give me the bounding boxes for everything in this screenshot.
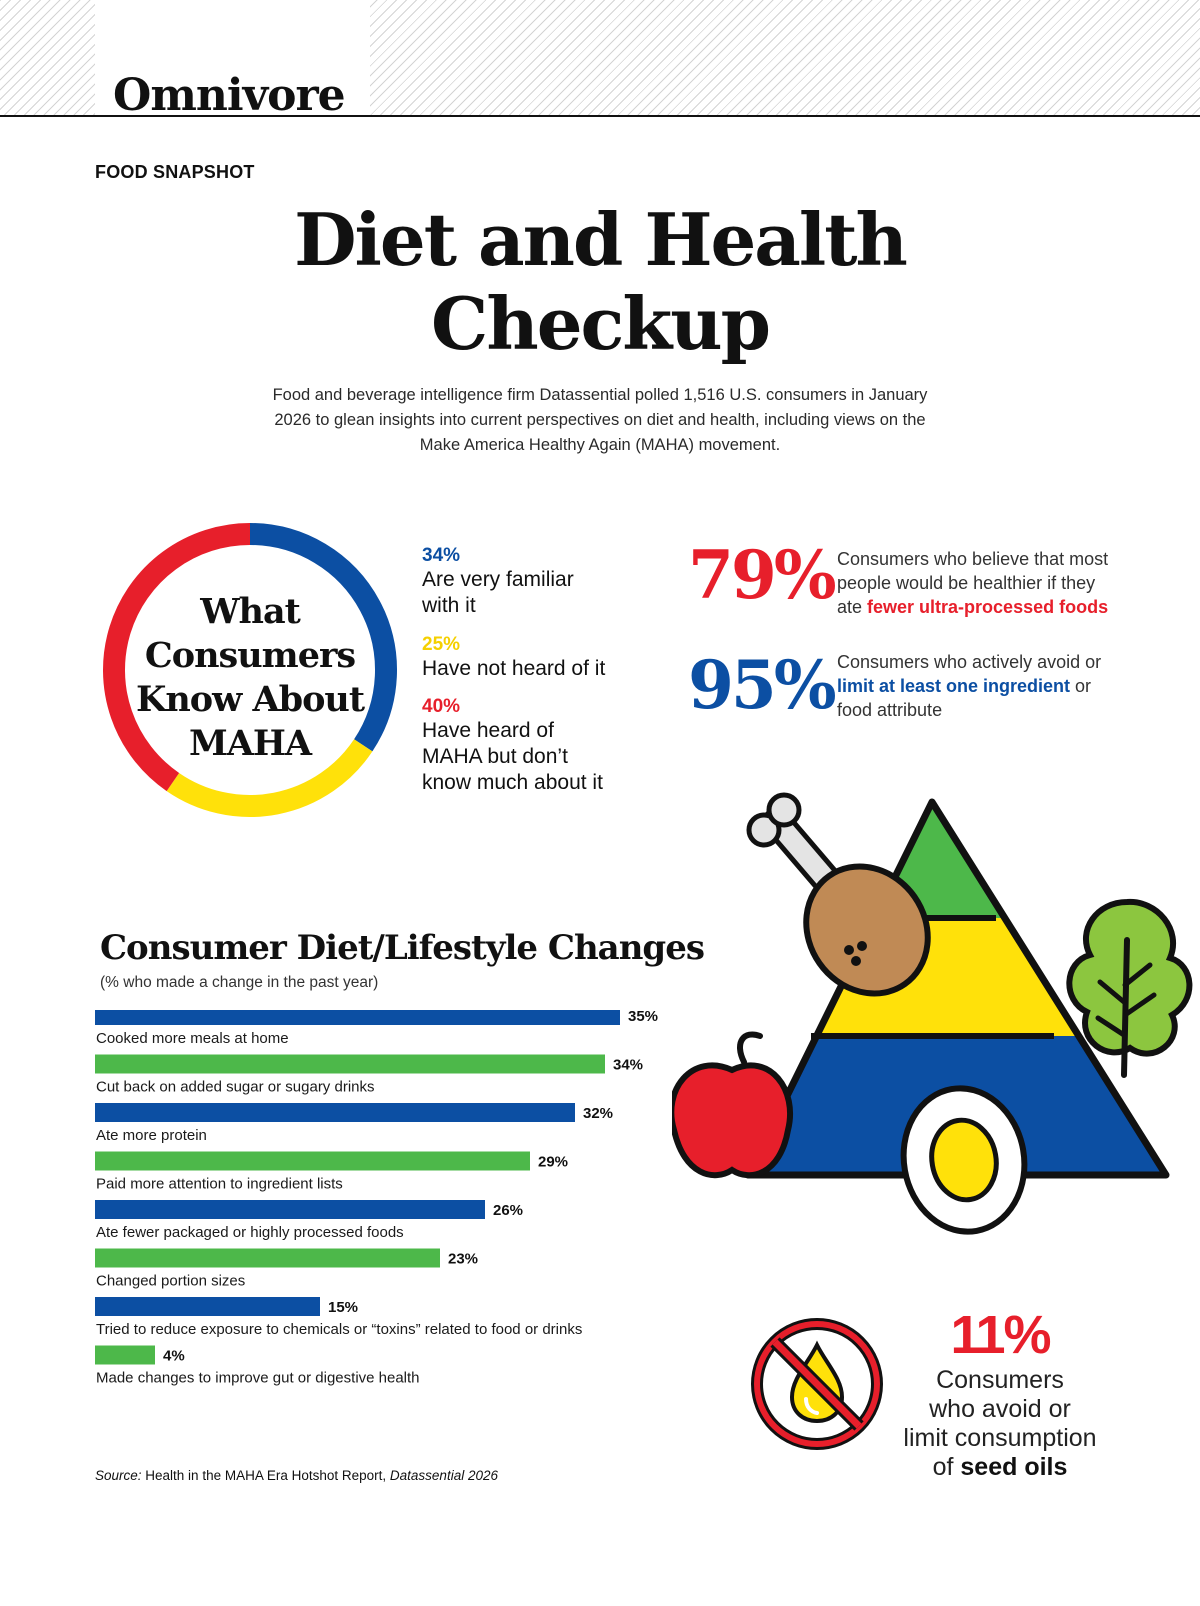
source-credit: Source: Health in the MAHA Era Hotshot R… — [95, 1468, 498, 1483]
legend-pct: 25% — [422, 634, 461, 655]
stat-95-post: or — [1070, 676, 1092, 696]
bar-value-label: 23% — [448, 1251, 478, 1268]
donut-title-line-3: Know About — [135, 679, 365, 720]
donut-segment-not-heard — [166, 739, 373, 817]
bar-category-label: Ate more protein — [96, 1127, 207, 1144]
intro-line-2: 2026 to glean insights into current pers… — [274, 411, 926, 429]
food-pyramid-illustration — [672, 792, 1193, 1235]
stat-79-pre: ate — [837, 597, 868, 617]
bar-value-label: 34% — [613, 1057, 643, 1074]
stat-79-line-3: ate fewer ultra-processed foods — [837, 595, 1157, 619]
bar — [95, 1200, 485, 1219]
seed-oil-line-3: limit consumption — [903, 1424, 1097, 1452]
diet-changes-bar-chart: 35% Cooked more meals at home 34% Cut back … — [95, 1010, 658, 1387]
chart-subtitle: (% who made a change in the past year) — [100, 974, 379, 991]
bar-value-label: 15% — [328, 1299, 358, 1316]
brand-panel — [95, 0, 370, 116]
bar-value-label: 32% — [583, 1105, 613, 1122]
legend-pct: 34% — [422, 545, 461, 566]
stat-95-line-2: limit at least one ingredient or — [837, 674, 1157, 698]
donut-title-line-1: What — [200, 591, 301, 632]
drumstick-icon — [746, 792, 931, 997]
donut-segment-very-familiar — [249, 523, 397, 752]
bar — [95, 1151, 530, 1171]
header-rule — [0, 115, 1200, 117]
source-label: Source: — [95, 1468, 142, 1483]
legend-label-line: Are very familiar — [422, 568, 574, 591]
brand-logo: Omnivore — [113, 70, 346, 121]
intro-line-1: Food and beverage intelligence firm Data… — [272, 386, 928, 404]
title-line-2: Checkup — [431, 281, 771, 366]
source-text: Health in the MAHA Era Hotshot Report, — [141, 1468, 390, 1483]
stat-79-number: 79% — [688, 536, 837, 614]
legend-label-line: know much about it — [422, 771, 603, 794]
seed-oil-percent: 11% — [950, 1305, 1051, 1365]
stat-79-line-1: Consumers who believe that most — [837, 549, 1109, 569]
bar — [95, 1103, 575, 1122]
legend-label-line: with it — [422, 594, 476, 617]
legend-pct: 40% — [422, 696, 461, 717]
bar-value-label: 29% — [538, 1154, 568, 1171]
legend-item-heard-not-much: 40% Have heard of MAHA but don’t know mu… — [422, 696, 672, 796]
bar-category-label: Paid more attention to ingredient lists — [96, 1176, 343, 1193]
donut-title-line-4: MAHA — [188, 723, 312, 764]
legend-label-line: MAHA but don’t — [422, 745, 568, 768]
chart-title: Consumer Diet/Lifestyle Changes — [100, 928, 705, 968]
egg-icon — [900, 1085, 1028, 1235]
seed-oil-line-2: who avoid or — [929, 1395, 1071, 1423]
legend-item-not-heard: 25% Have not heard of it — [422, 634, 672, 682]
seed-oil-highlight: seed oils — [960, 1453, 1068, 1481]
bar-category-label: Cooked more meals at home — [96, 1030, 289, 1047]
bar-category-label: Cut back on added sugar or sugary drinks — [96, 1079, 375, 1096]
legend-label-line: Have not heard of it — [422, 657, 606, 680]
legend-item-very-familiar: 34% Are very familiar with it — [422, 545, 672, 619]
intro-paragraph: Food and beverage intelligence firm Data… — [230, 383, 970, 458]
no-seed-oil-icon — [751, 1318, 883, 1450]
legend-label-line: Have heard of — [422, 719, 554, 742]
apple-icon — [672, 1031, 793, 1179]
bar-category-label: Changed portion sizes — [96, 1273, 245, 1290]
seed-oil-line-1: Consumers — [936, 1366, 1064, 1394]
stat-79-line-2: people would be healthier if they — [837, 573, 1096, 593]
intro-line-3: Make America Healthy Again (MAHA) moveme… — [419, 436, 781, 454]
leafy-green-icon — [1066, 898, 1193, 1078]
stat-79-text: Consumers who believe that most people w… — [837, 547, 1157, 619]
bar-category-label: Ate fewer packaged or highly processed f… — [96, 1224, 404, 1241]
section-kicker: FOOD SNAPSHOT — [95, 162, 255, 182]
stat-79-highlight: fewer ultra-processed foods — [867, 597, 1109, 617]
stat-95-line-3: food attribute — [837, 700, 943, 720]
seed-oil-line-4: of seed oils — [885, 1453, 1115, 1482]
bar-value-label: 4% — [163, 1348, 185, 1365]
bar — [95, 1297, 320, 1316]
source-publisher: Datassential 2026 — [389, 1468, 498, 1483]
bar — [95, 1248, 440, 1268]
donut-title: What Consumers Know About MAHA — [112, 590, 388, 766]
donut-title-line-2: Consumers — [144, 635, 356, 676]
stat-95-number: 95% — [688, 646, 837, 724]
maha-donut-chart — [103, 523, 397, 817]
seed-oil-pre: of — [932, 1453, 961, 1481]
title-line-1: Diet and Health — [294, 197, 908, 282]
bar-value-label: 26% — [493, 1202, 523, 1219]
stat-95-line-1: Consumers who actively avoid or — [837, 652, 1102, 672]
seed-oil-text: Consumers who avoid or limit consumption… — [885, 1366, 1115, 1482]
bar-category-label: Tried to reduce exposure to chemicals or… — [96, 1321, 582, 1338]
bar-category-label: Made changes to improve gut or digestive… — [96, 1370, 420, 1387]
bar-value-label: 35% — [628, 1010, 658, 1025]
stat-95-text: Consumers who actively avoid or limit at… — [837, 650, 1157, 722]
stat-95-highlight: limit at least one ingredient — [837, 676, 1071, 696]
bar — [95, 1054, 605, 1074]
page-title: Diet and Health Checkup — [0, 198, 1200, 366]
bar — [95, 1345, 155, 1365]
donut-segment-heard-not-much — [103, 523, 251, 792]
bar — [95, 1010, 620, 1025]
